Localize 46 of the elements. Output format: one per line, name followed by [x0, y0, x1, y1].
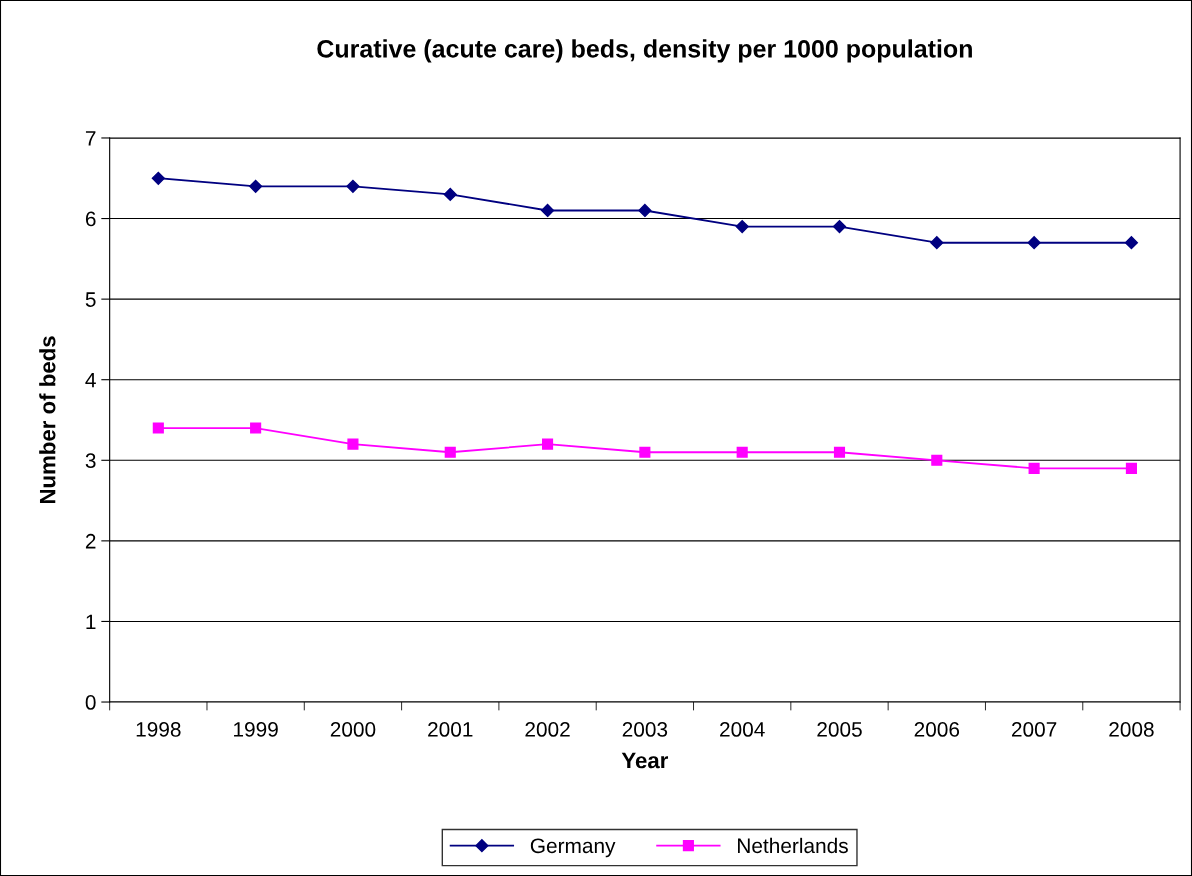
- y-tick-label: 7: [85, 131, 96, 146]
- point: [249, 179, 263, 193]
- point: [931, 454, 943, 466]
- point: [1027, 236, 1041, 250]
- x-tick-label: 2003: [622, 722, 668, 737]
- x-tick-label: 1999: [234, 722, 278, 737]
- point: [347, 438, 359, 450]
- point: [930, 236, 944, 250]
- x-tick-label: 2008: [1109, 722, 1154, 737]
- point: [736, 446, 748, 458]
- point: [444, 446, 456, 458]
- point: [832, 220, 847, 234]
- point: [735, 220, 749, 234]
- y-tick-label: 3: [85, 453, 96, 469]
- legend-label: Germany: [530, 838, 616, 858]
- point: [346, 179, 360, 193]
- x-axis-title: Year: [621, 752, 669, 769]
- point: [250, 422, 262, 434]
- y-tick-label: 0: [85, 695, 96, 710]
- y-tick-label: 1: [86, 614, 96, 629]
- chart-title: Curative (acute care) beds, density per 1000 population: [317, 39, 972, 63]
- x-tick-label: 2002: [525, 722, 570, 737]
- point: [443, 187, 457, 201]
- point: [1028, 462, 1040, 474]
- x-tick-label: 2001: [428, 722, 473, 737]
- point: [152, 422, 164, 434]
- x-tick-label: 2006: [914, 722, 960, 737]
- x-tick-label: 2007: [1011, 722, 1057, 737]
- point: [151, 171, 165, 185]
- point: [1124, 236, 1139, 250]
- x-tick-label: 2000: [330, 722, 376, 737]
- point: [1125, 462, 1137, 474]
- x-tick-label: 2004: [720, 722, 765, 737]
- point: [638, 203, 652, 218]
- point: [540, 203, 555, 218]
- point: [639, 446, 651, 458]
- legend-label: Netherlands: [738, 837, 848, 854]
- point: [542, 438, 554, 450]
- y-tick-label: 4: [85, 372, 96, 388]
- point: [833, 446, 846, 458]
- x-tick-label: 1998: [136, 722, 181, 737]
- y-tick-label: 2: [85, 533, 96, 549]
- y-tick-label: 6: [85, 211, 96, 227]
- x-tick-label: 2005: [817, 722, 862, 737]
- y-tick-label: 5: [85, 292, 96, 307]
- y-axis-title: Number of beds: [39, 336, 56, 504]
